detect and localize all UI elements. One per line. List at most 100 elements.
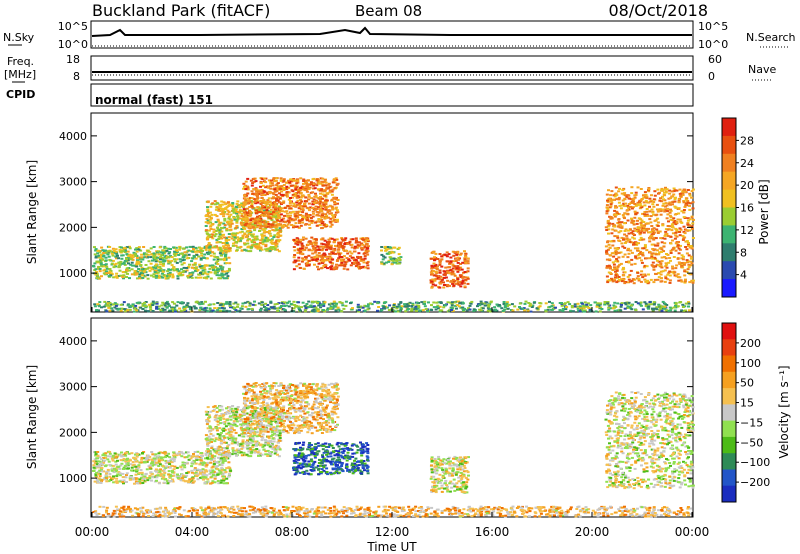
data-cell <box>550 308 554 311</box>
data-cell <box>303 310 307 313</box>
data-cell <box>625 261 628 263</box>
data-cell <box>683 189 687 192</box>
data-cell <box>332 300 336 303</box>
data-cell <box>154 263 158 266</box>
data-cell <box>303 181 307 184</box>
data-cell <box>650 233 654 236</box>
data-cell <box>238 217 242 220</box>
data-cell <box>338 264 342 267</box>
data-cell <box>269 187 273 190</box>
data-cell <box>686 260 690 263</box>
data-cell <box>451 282 455 285</box>
data-cell <box>183 254 187 257</box>
data-cell <box>639 222 643 224</box>
data-cell <box>383 247 387 249</box>
data-cell <box>467 307 470 310</box>
data-cell <box>461 301 464 304</box>
data-cell <box>264 181 268 184</box>
data-cell <box>139 271 143 274</box>
data-cell <box>281 194 285 197</box>
data-cell <box>661 195 664 198</box>
data-cell <box>324 203 328 206</box>
data-cell <box>686 268 690 271</box>
data-cell <box>609 307 613 310</box>
data-cell <box>640 224 644 227</box>
data-cell <box>644 227 648 230</box>
data-cell <box>415 304 419 307</box>
data-cell <box>647 201 651 204</box>
data-cell <box>612 213 616 216</box>
nsearch-tick-high: 10^5 <box>698 20 728 33</box>
nsky-tick-low: 10^0 <box>58 38 88 51</box>
data-cell <box>244 305 248 308</box>
data-cell <box>227 256 231 259</box>
data-cell <box>643 215 647 217</box>
y-tick-label: 2000 <box>59 221 87 234</box>
data-cell <box>651 203 655 206</box>
data-cell <box>251 303 255 306</box>
data-cell <box>689 513 692 515</box>
data-cell <box>338 243 342 246</box>
data-cell <box>181 254 185 257</box>
data-cell <box>254 220 258 223</box>
data-cell <box>187 276 190 279</box>
data-cell <box>463 307 467 310</box>
data-cell <box>455 304 459 307</box>
data-cell <box>329 225 333 228</box>
data-cell <box>95 309 99 311</box>
data-cell <box>214 221 218 224</box>
data-cell <box>265 309 269 312</box>
data-cell <box>613 209 617 212</box>
data-cell <box>293 254 297 256</box>
data-cell <box>216 226 219 229</box>
data-cell <box>169 512 173 515</box>
data-cell <box>676 218 680 221</box>
data-cell <box>659 280 663 283</box>
data-cell <box>643 211 647 213</box>
data-cell <box>283 305 287 307</box>
data-cell <box>623 233 627 236</box>
data-cell <box>274 241 278 244</box>
data-cell <box>211 514 215 517</box>
data-cell <box>319 182 323 185</box>
data-cell <box>204 507 208 510</box>
data-cell <box>450 302 454 305</box>
data-cell <box>690 196 694 199</box>
data-cell <box>107 255 111 258</box>
data-cell <box>271 216 275 219</box>
data-cell <box>357 306 361 309</box>
data-cell <box>606 303 610 306</box>
data-cell <box>194 246 198 249</box>
data-cell <box>293 184 297 187</box>
data-cell <box>611 307 615 310</box>
data-cell <box>294 205 298 208</box>
data-cell <box>326 205 330 208</box>
data-cell <box>287 300 291 303</box>
data-cell <box>322 304 326 307</box>
data-cell <box>615 194 619 197</box>
data-cell <box>164 254 168 257</box>
data-cell <box>611 269 615 271</box>
data-cell <box>680 280 684 283</box>
data-cell <box>149 305 152 308</box>
data-cell <box>242 219 246 221</box>
data-cell <box>366 240 370 243</box>
data-cell <box>293 240 297 242</box>
data-cell <box>660 251 663 253</box>
data-cell <box>262 219 266 222</box>
data-cell <box>240 506 244 509</box>
data-cell <box>606 301 610 303</box>
data-cell <box>505 301 509 304</box>
data-cell <box>209 244 213 247</box>
data-cell <box>456 256 460 259</box>
data-cell <box>682 211 686 214</box>
data-cell <box>120 307 124 310</box>
data-cell <box>295 508 299 510</box>
data-cell <box>217 248 221 251</box>
data-cell <box>288 515 292 518</box>
data-cell <box>149 256 153 259</box>
data-cell <box>461 280 465 283</box>
data-cell <box>619 262 623 265</box>
data-cell <box>225 262 229 265</box>
data-cell <box>301 211 305 214</box>
